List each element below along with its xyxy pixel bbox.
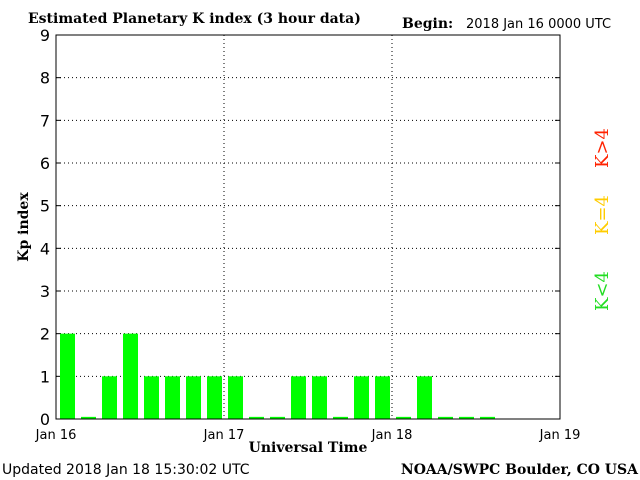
kp-bar	[249, 416, 264, 419]
x-tick-label: Jan 19	[539, 428, 581, 443]
kp-bar	[480, 416, 495, 419]
kp-bar	[396, 416, 411, 419]
kp-bar	[312, 376, 327, 419]
legend-mid: K=4	[592, 195, 613, 235]
kp-bar	[375, 376, 390, 419]
kp-bar	[228, 376, 243, 419]
kp-bar	[123, 333, 138, 419]
y-tick-label: 9	[40, 26, 50, 45]
y-tick-label: 1	[40, 367, 50, 386]
y-tick-labels: 0 1 2 3 4 5 6 7 8 9	[40, 26, 50, 429]
kp-bar	[270, 416, 285, 419]
y-tick-label: 2	[40, 325, 50, 344]
begin-value: 2018 Jan 16 0000 UTC	[466, 17, 611, 32]
plot-frame	[55, 34, 561, 420]
kp-bar	[165, 376, 180, 419]
grid	[56, 34, 560, 420]
kp-bar	[354, 376, 369, 419]
y-tick-label: 3	[40, 282, 50, 301]
y-tick-label: 0	[40, 410, 50, 429]
begin-label: Begin:	[402, 16, 453, 32]
y-tick-label: 6	[40, 154, 50, 173]
kp-bar	[291, 376, 306, 419]
updated-timestamp: Updated 2018 Jan 18 15:30:02 UTC	[2, 462, 250, 478]
x-tick-label: Jan 18	[371, 428, 413, 443]
source-credit: NOAA/SWPC Boulder, CO USA	[401, 462, 639, 478]
chart-title: Estimated Planetary K index (3 hour data…	[28, 11, 361, 27]
kp-bar	[81, 416, 96, 419]
kp-bar	[207, 376, 222, 419]
kp-bar	[333, 416, 348, 419]
kp-bar	[60, 333, 75, 419]
y-tick-label: 8	[40, 69, 50, 88]
kp-bar	[186, 376, 201, 419]
y-tick-label: 5	[40, 197, 50, 216]
y-tick-label: 4	[40, 239, 50, 258]
x-tick-label: Jan 17	[203, 428, 245, 443]
kp-bar	[459, 416, 474, 419]
y-tick-label: 7	[40, 111, 50, 130]
x-tick-labels: Jan 16 Jan 17 Jan 18 Jan 19	[35, 428, 581, 443]
y-axis-label: Kp index	[16, 192, 32, 262]
x-tick-label: Jan 16	[35, 428, 77, 443]
legend-low: K<4	[592, 271, 613, 311]
bars	[60, 333, 495, 419]
legend-high: K>4	[592, 128, 613, 168]
kp-bar	[102, 376, 117, 419]
kp-bar	[417, 376, 432, 419]
x-axis-label: Universal Time	[249, 440, 368, 456]
kp-bar	[438, 416, 453, 419]
kp-bar	[144, 376, 159, 419]
